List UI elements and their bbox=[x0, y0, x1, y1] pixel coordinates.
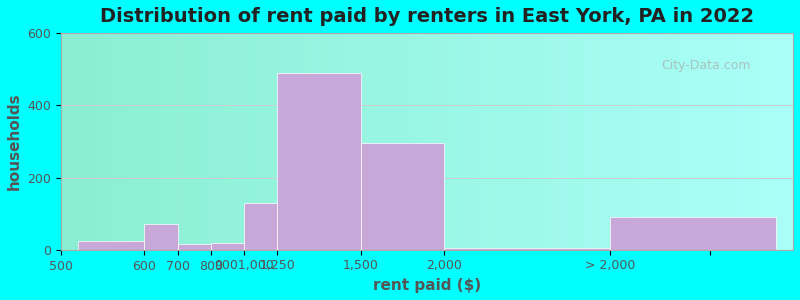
Bar bbox=[610, 217, 777, 250]
Bar bbox=[144, 224, 178, 250]
X-axis label: rent paid ($): rent paid ($) bbox=[373, 278, 481, 293]
Text: City-Data.com: City-Data.com bbox=[662, 59, 751, 72]
Y-axis label: households: households bbox=[7, 93, 22, 190]
Bar bbox=[178, 244, 211, 250]
Bar bbox=[244, 203, 278, 250]
Bar bbox=[444, 248, 610, 250]
Bar bbox=[361, 143, 444, 250]
Bar bbox=[211, 243, 244, 250]
Bar bbox=[78, 241, 144, 250]
Bar bbox=[278, 73, 361, 250]
Title: Distribution of rent paid by renters in East York, PA in 2022: Distribution of rent paid by renters in … bbox=[100, 7, 754, 26]
